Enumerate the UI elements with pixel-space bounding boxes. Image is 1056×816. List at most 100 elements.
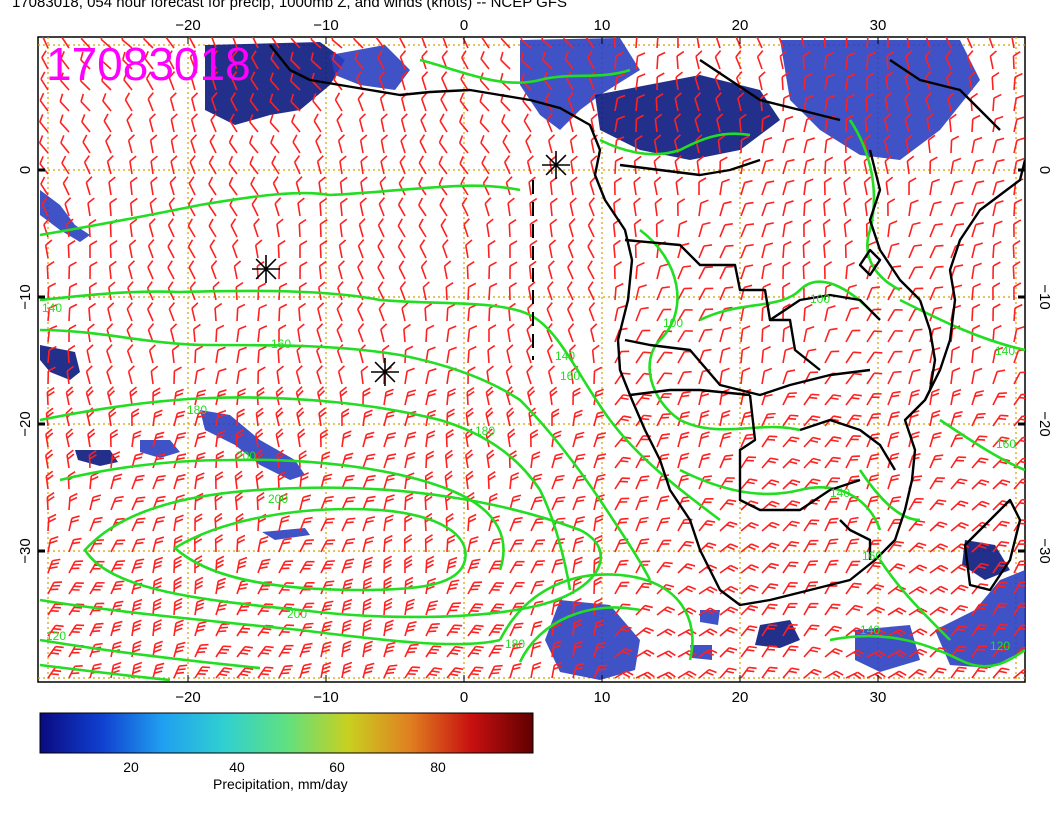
wind-barb [971, 542, 990, 553]
wind-barb [633, 218, 642, 238]
wind-barb [719, 178, 730, 196]
wind-barb [866, 606, 886, 616]
wind-barb [950, 604, 969, 616]
wind-barb [567, 323, 575, 343]
wind-barb [188, 260, 196, 280]
wind-barb [152, 577, 163, 595]
wind-barb [782, 200, 794, 217]
wind-barb [488, 537, 502, 553]
wind-barb [68, 515, 80, 532]
wind-barb [782, 115, 794, 133]
wind-barb [147, 92, 154, 112]
wind-barb [782, 369, 796, 385]
wind-barb [824, 305, 836, 322]
contour-label: 180 [505, 637, 525, 651]
wind-barb [108, 176, 116, 196]
wind-barb [676, 50, 685, 70]
wind-barb [614, 625, 632, 637]
wind-barb [738, 113, 747, 133]
wind-barb [1013, 539, 1025, 553]
wind-barb [191, 302, 199, 322]
wind-barb [908, 328, 923, 343]
wind-barb [88, 450, 97, 469]
wind-barb [588, 302, 596, 322]
wind-barb [1013, 371, 1025, 385]
wind-barb [488, 282, 498, 301]
wind-barb [824, 436, 842, 448]
wind-barb [208, 176, 217, 196]
wind-barb [339, 155, 347, 175]
wind-barb [908, 586, 928, 595]
wind-barb [341, 598, 353, 616]
wind-barb [549, 386, 558, 406]
wind-barb [1013, 602, 1025, 616]
wind-barb [467, 558, 481, 574]
wind-barb [824, 456, 841, 469]
wind-barb [68, 582, 84, 595]
wind-barb [320, 641, 332, 658]
wind-barb [698, 221, 711, 238]
wind-barb [572, 597, 582, 616]
wind-barb [257, 536, 269, 553]
wind-barb [843, 155, 852, 175]
wind-barb [653, 134, 662, 154]
wind-barb [362, 577, 373, 595]
wind-barb [866, 650, 886, 658]
wind-barb [278, 303, 288, 322]
wind-barb [110, 560, 125, 574]
wind-barb [740, 666, 757, 679]
wind-barb [719, 454, 734, 469]
wind-barb [131, 430, 142, 448]
wind-barb [122, 51, 133, 70]
wind-barb [152, 662, 165, 679]
wind-barb [106, 155, 114, 175]
wind-barb [353, 37, 364, 49]
wind-barb [420, 37, 427, 49]
wind-barb [375, 37, 385, 49]
wind-barb [509, 581, 525, 595]
wind-barb [698, 648, 718, 658]
wind-barb [845, 435, 861, 448]
wind-barb [526, 365, 533, 385]
wind-barb [165, 37, 175, 49]
wind-barb [358, 218, 366, 238]
wind-barb [425, 430, 436, 448]
wind-barb [152, 474, 166, 490]
wind-barb [782, 582, 798, 595]
wind-barb [698, 586, 718, 595]
wind-barb [439, 197, 448, 217]
wind-barb [866, 37, 869, 49]
wind-barb [803, 178, 814, 196]
wind-barb [908, 628, 928, 637]
wind-barb [904, 113, 912, 133]
wind-barb [236, 325, 247, 343]
wind-barb [277, 240, 286, 259]
wind-barb [992, 414, 1009, 427]
wind-barb [467, 325, 478, 343]
wind-barb [677, 37, 679, 49]
wind-barb [194, 666, 211, 679]
wind-barb [148, 344, 156, 364]
wind-barb [446, 556, 458, 574]
wind-barb [845, 52, 856, 70]
wind-barb [908, 199, 919, 217]
wind-barb [446, 388, 457, 406]
wind-barb [866, 72, 875, 91]
wind-barb [635, 627, 654, 637]
wind-barb [110, 620, 123, 637]
wind-barb [62, 176, 70, 196]
wind-barb [194, 598, 205, 616]
wind-barb [110, 473, 123, 490]
wind-barb [905, 50, 913, 70]
wind-barb [965, 37, 973, 49]
wind-barb [635, 582, 652, 595]
wind-barb [844, 135, 853, 154]
wind-barb [446, 602, 461, 616]
wind-barb [845, 414, 862, 427]
wind-barb [950, 666, 967, 679]
wind-barb [614, 415, 632, 427]
wind-barb [131, 408, 140, 427]
wind-barb [278, 644, 294, 658]
wind-barb [60, 50, 70, 70]
wind-barb [887, 496, 902, 511]
